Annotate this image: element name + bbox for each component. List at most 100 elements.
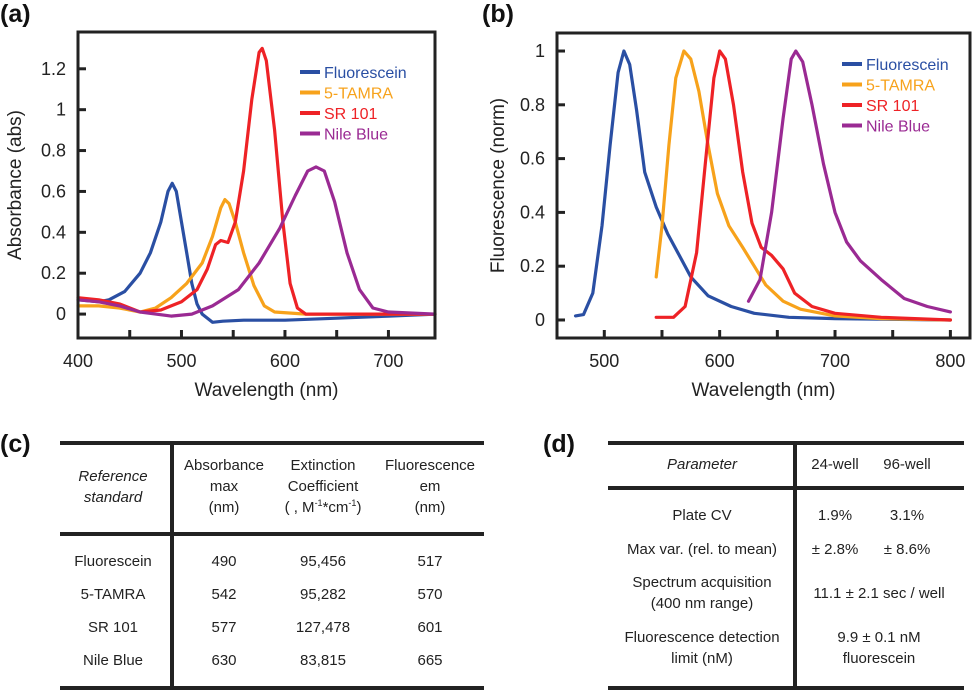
y-tick-label: 1 [56,100,66,120]
unit-text: *cm [322,499,349,516]
cell-abs: 490 [211,553,237,570]
header-line: (nm) [208,499,240,516]
header-24-well: 24-well [811,456,859,473]
panel-label-a: (a) [0,0,31,28]
unit-sup: -1 [348,498,357,508]
cell-ext: 127,478 [295,619,351,636]
cell-line: 9.9 ± 0.1 nM [837,629,921,646]
cell-em: 570 [417,586,443,603]
cell-name: 5-TAMRA [80,586,146,603]
x-tick-label: 700 [373,351,403,371]
cell-parameter: Spectrum acquisition (400 nm range) [632,572,771,614]
cell-96-well: ± 8.6% [883,541,931,558]
cell-parameter: Fluorescence detection limit (nM) [624,627,779,669]
legend-label: Nile Blue [324,127,388,144]
header-absorbance: Absorbance max (nm) [184,455,264,518]
cell-em: 665 [417,652,443,669]
y-tick-label: 0.8 [41,141,66,161]
header-96-well: 96-well [883,456,931,473]
cell-line: Fluorescence detection [624,629,780,646]
header-line: Reference [78,468,148,485]
cell-ext: 95,456 [300,553,346,570]
panel-label-b: (b) [482,0,514,28]
table-c-header-rule [60,532,484,536]
y-tick-label: 0.4 [520,202,545,222]
table-c-divider [170,443,174,688]
series-line-sr-101 [76,46,437,316]
header-reference: Reference standard [78,466,147,508]
x-tick-label: 700 [820,351,850,371]
header-line: Fluorescence [384,457,476,474]
header-line: (nm) [414,499,446,516]
header-line: Coefficient [287,478,359,495]
x-tick-label: 500 [589,351,619,371]
panel-label-d: (d) [543,430,575,458]
series-line-nile-blue [746,49,952,314]
y-tick-label: 0.2 [41,263,66,283]
cell-ext: 83,815 [300,652,346,669]
series-line-5-tamra [654,49,952,322]
cell-line: Spectrum acquisition [632,574,772,591]
unit-sup: -1 [314,498,323,508]
y-tick-label: 1 [535,41,545,61]
cell-ext: 95,282 [300,586,346,603]
cell-24-well: ± 2.8% [811,541,859,558]
series-line-fluorescein [573,49,952,322]
series-line-fluorescein [76,181,437,324]
y-tick-label: 1.2 [41,59,66,79]
legend-label: SR 101 [866,98,919,115]
cell-line: limit (nM) [671,650,733,667]
y-tick-label: 0.4 [41,222,66,242]
y-tick-label: 0.8 [520,95,545,115]
y-axis-label: Absorbance (abs) [5,110,26,260]
legend-label: Nile Blue [866,119,930,136]
cell-both-plates: 9.9 ± 0.1 nM fluorescein [837,627,920,669]
legend-label: 5-TAMRA [324,86,393,103]
charts-canvas: 400 500 600 700 0 0.2 0.4 0.6 0.8 1 1.2 Wavelength … [5,30,972,401]
cell-parameter: Max var. (rel. to mean) [626,541,778,558]
x-tick-label: 600 [270,351,300,371]
cell-line: fluorescein [842,650,916,667]
table-c-top-rule [60,441,484,445]
legend-label: 5-TAMRA [866,78,935,95]
header-extinction: Extinction Coefficient ( , M-1*cm-1) [285,455,362,518]
cell-96-well: 3.1% [889,507,925,524]
table-c-bottom-rule [60,686,484,690]
cell-line: (400 nm range) [650,595,754,612]
header-line: ( , M-1*cm-1) [285,497,362,518]
legend-label: SR 101 [324,106,377,123]
y-tick-label: 0 [535,310,545,330]
y-tick-label: 0.6 [520,149,545,169]
plot-frame [76,30,437,340]
cell-name: SR 101 [87,619,139,636]
x-axis-label: Wavelength (nm) [692,380,836,401]
x-tick-label: 500 [166,351,196,371]
legend-label: Fluorescein [866,57,949,74]
header-line: standard [83,489,143,506]
x-tick-label: 800 [935,351,965,371]
y-axis-label: Fluorescence (norm) [488,98,509,273]
plot-frame [555,31,972,340]
cell-name: Nile Blue [82,652,144,669]
cell-abs: 630 [211,652,237,669]
y-tick-label: 0 [56,304,66,324]
cell-em: 601 [417,619,443,636]
table-d-header-rule [608,486,964,490]
x-tick-label: 400 [63,351,93,371]
series-line-nile-blue [76,165,437,318]
header-line: Extinction [290,457,356,474]
cell-name: Fluorescein [74,553,152,570]
cell-24-well: 1.9% [817,507,853,524]
cell-abs: 542 [211,586,237,603]
cell-parameter: Plate CV [672,507,732,524]
header-fluorescence: Fluorescence em (nm) [385,455,475,518]
cell-both-plates: 11.1 ± 2.1 sec / well [813,585,945,602]
cell-abs: 577 [211,619,237,636]
y-tick-label: 0.2 [520,256,545,276]
y-tick-label: 0.6 [41,181,66,201]
x-axis-label: Wavelength (nm) [195,380,339,401]
header-line: em [419,478,441,495]
series-line-5-tamra [76,198,437,316]
series-line-sr-101 [654,49,952,322]
unit-text: ) [356,499,362,516]
